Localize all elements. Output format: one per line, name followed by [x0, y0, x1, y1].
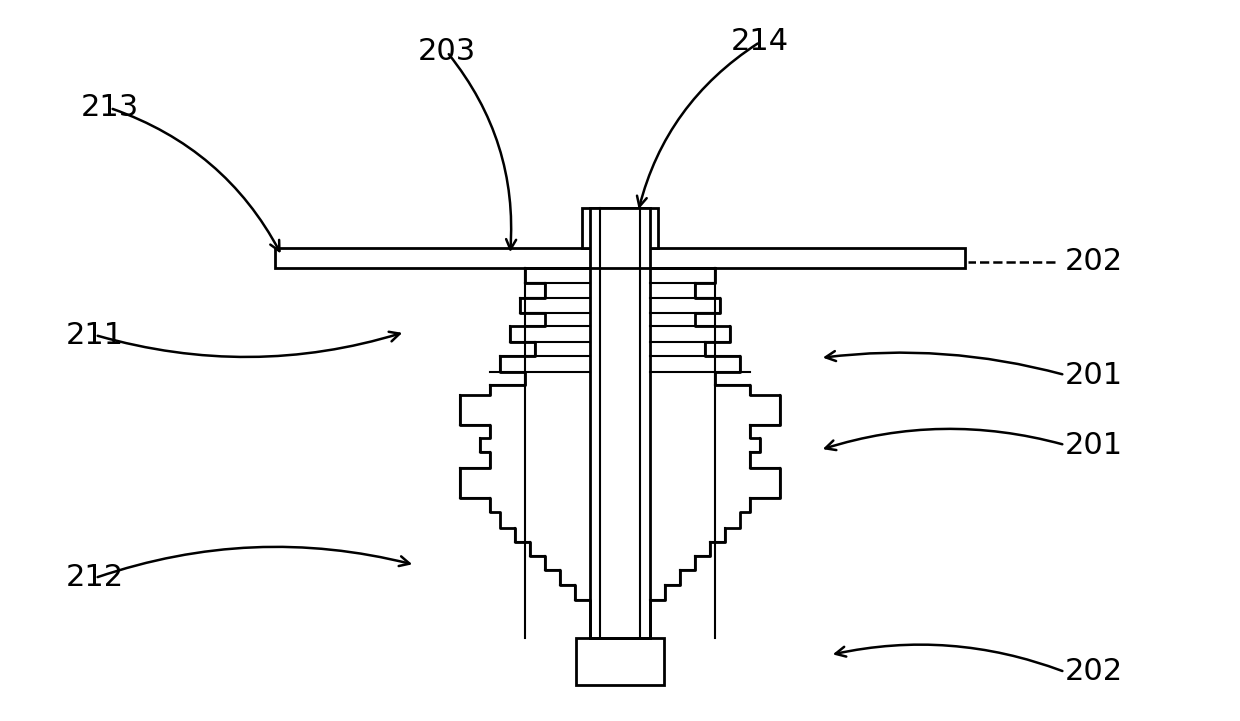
Text: 213: 213 [81, 94, 139, 123]
Bar [582, 208, 658, 248]
Text: 201: 201 [1065, 360, 1123, 389]
Bar [590, 208, 650, 638]
Text: 211: 211 [66, 321, 124, 350]
Text: 214: 214 [730, 27, 789, 56]
Text: 202: 202 [1065, 658, 1123, 686]
Text: 202: 202 [1065, 247, 1123, 276]
Text: 203: 203 [418, 37, 476, 66]
Polygon shape [460, 268, 780, 638]
Text: 201: 201 [1065, 430, 1123, 459]
Bar [577, 638, 663, 685]
Text: 212: 212 [66, 564, 124, 593]
Bar [275, 248, 965, 268]
